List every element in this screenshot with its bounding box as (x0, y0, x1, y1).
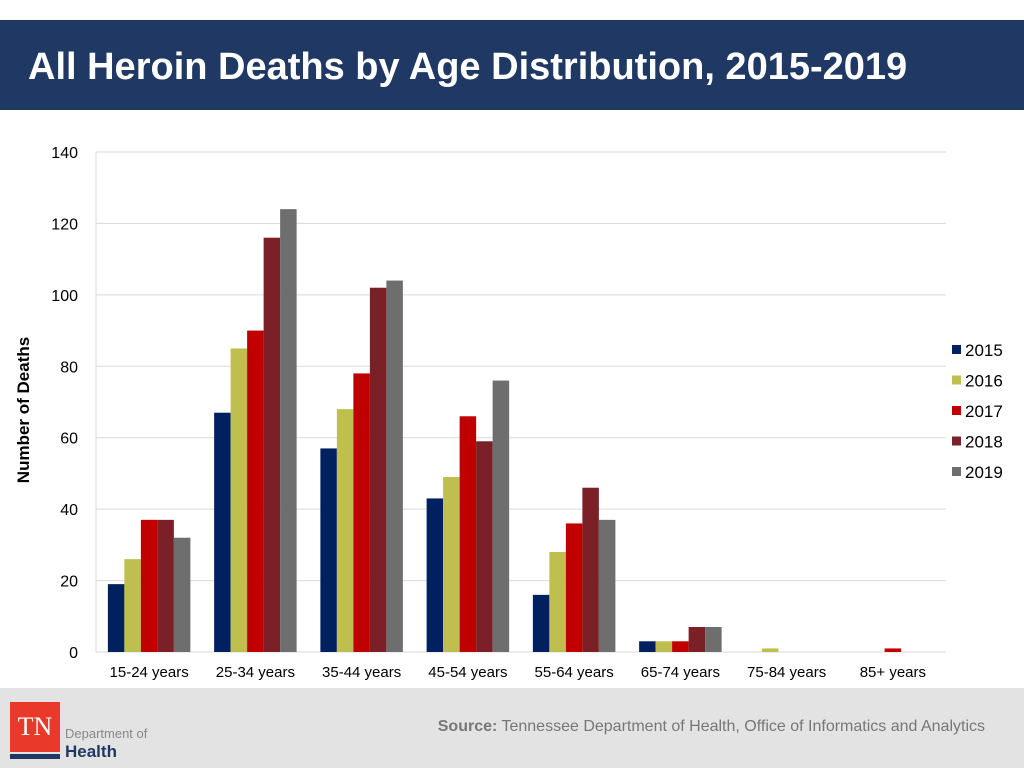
title-bar (0, 20, 1024, 110)
page-title: All Heroin Deaths by Age Distribution, 2… (28, 46, 908, 88)
x-tick-label: 45-54 years (428, 664, 507, 681)
bar-2016 (336, 409, 354, 652)
bar-2019 (280, 209, 297, 652)
x-tick-label: 15-24 years (110, 664, 189, 681)
bar-2018 (263, 237, 281, 652)
y-axis-label: Number of Deaths (14, 337, 33, 483)
bar-2018 (688, 627, 706, 652)
bar-2017 (884, 648, 902, 652)
legend-label: 2016 (965, 372, 1003, 391)
bar-2015 (107, 584, 125, 652)
bar-2015 (639, 641, 656, 652)
bar-2017 (565, 523, 583, 652)
legend-swatch (952, 345, 961, 354)
bar-2017 (247, 330, 264, 652)
bar-2015 (214, 412, 231, 652)
x-tick-label: 65-74 years (641, 664, 720, 681)
bar-2015 (320, 448, 337, 652)
bar-2016 (655, 641, 673, 652)
bar-2017 (459, 416, 477, 652)
bar-2015 (532, 594, 550, 652)
bar-2016 (549, 552, 566, 652)
bar-2018 (369, 287, 387, 652)
x-tick-label: 55-64 years (535, 664, 614, 681)
bar-2019 (173, 537, 191, 652)
legend-swatch (952, 406, 961, 415)
bar-2019 (492, 380, 510, 652)
legend-label: 2017 (965, 402, 1003, 421)
legend-swatch (952, 436, 961, 446)
x-tick-label: 75-84 years (747, 664, 826, 681)
y-tick-label: 100 (51, 288, 78, 305)
legend-label: 2015 (965, 341, 1003, 360)
bar-2016 (761, 648, 779, 652)
bar-2016 (443, 477, 460, 652)
bar-2017 (140, 519, 158, 652)
legend-swatch (952, 375, 961, 385)
bar-2019 (386, 280, 403, 652)
bar-2017 (672, 641, 689, 652)
y-tick-label: 20 (60, 574, 78, 591)
y-tick-label: 0 (69, 645, 78, 662)
source-label: Source: (437, 718, 498, 735)
source-note: Source: Tennessee Department of Health, … (438, 718, 985, 736)
bar-chart: 0 20 40 60 80 100 120 140 Number of Deaths 15-24 … (14, 145, 1003, 681)
bar-2019 (705, 627, 722, 652)
legend-swatch (952, 467, 961, 476)
x-tick-label: 85+ years (860, 664, 926, 681)
bar-2016 (230, 348, 248, 652)
footer (0, 688, 1024, 768)
bar-2018 (157, 519, 174, 652)
x-tick-label: 35-44 years (322, 664, 401, 681)
bar-2018 (582, 487, 599, 652)
y-tick-label: 80 (60, 359, 78, 376)
y-tick-label: 140 (51, 145, 78, 162)
y-tick-label: 120 (51, 216, 78, 233)
svg-text:TN: TN (18, 712, 53, 741)
x-tick-label: 25-34 years (216, 664, 295, 681)
source-text: Tennessee Department of Health, Office o… (497, 718, 985, 735)
legend-label: 2019 (965, 463, 1003, 482)
bar-2017 (353, 373, 370, 652)
y-tick-label: 40 (60, 502, 78, 519)
bar-2015 (426, 498, 444, 652)
y-tick-label: 60 (60, 431, 78, 448)
legend-label: 2018 (965, 433, 1003, 452)
bar-2018 (476, 441, 493, 652)
svg-text:Health: Health (65, 742, 117, 760)
bar-2016 (124, 559, 141, 652)
tn-health-logo: TN Department of Health (10, 702, 148, 760)
bar-2019 (598, 519, 616, 652)
svg-text:Department of: Department of (65, 726, 148, 741)
